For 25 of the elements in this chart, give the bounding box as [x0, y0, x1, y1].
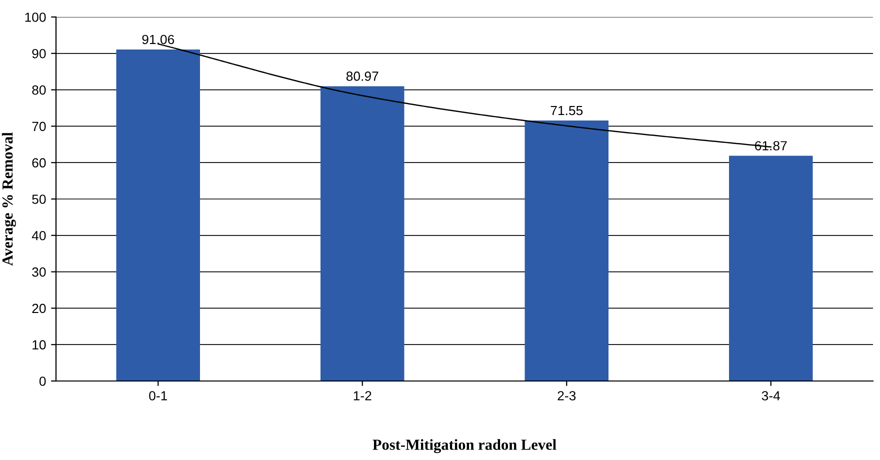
bar [729, 156, 813, 381]
bar [116, 50, 200, 381]
x-tick-label: 1-2 [354, 391, 372, 400]
data-label: 61.87 [755, 141, 787, 150]
y-axis-title: Average % Removal [2, 132, 16, 266]
x-tick-label: 0-1 [149, 391, 168, 400]
data-label: 80.97 [346, 72, 378, 81]
x-tick-label: 2-3 [558, 391, 576, 400]
y-tick-label: 50 [32, 194, 46, 204]
y-tick-label: 0 [39, 376, 46, 386]
y-tick-label: 40 [32, 230, 46, 240]
y-tick-label: 90 [32, 48, 46, 58]
bar [524, 120, 608, 381]
y-tick-label: 20 [32, 304, 46, 314]
data-label: 91.06 [142, 34, 174, 44]
y-tick-label: 10 [32, 340, 46, 350]
x-tick-label: 3-4 [762, 391, 780, 400]
y-tick-label: 70 [32, 122, 46, 132]
y-tick-label: 60 [32, 158, 46, 168]
y-tick-label: 80 [32, 85, 46, 95]
bar [320, 86, 404, 381]
y-tick-label: 100 [25, 12, 46, 22]
data-label: 71.55 [550, 106, 583, 116]
x-axis-title: Post-Mitigation radon Level [372, 439, 556, 454]
y-tick-label: 30 [32, 267, 46, 277]
